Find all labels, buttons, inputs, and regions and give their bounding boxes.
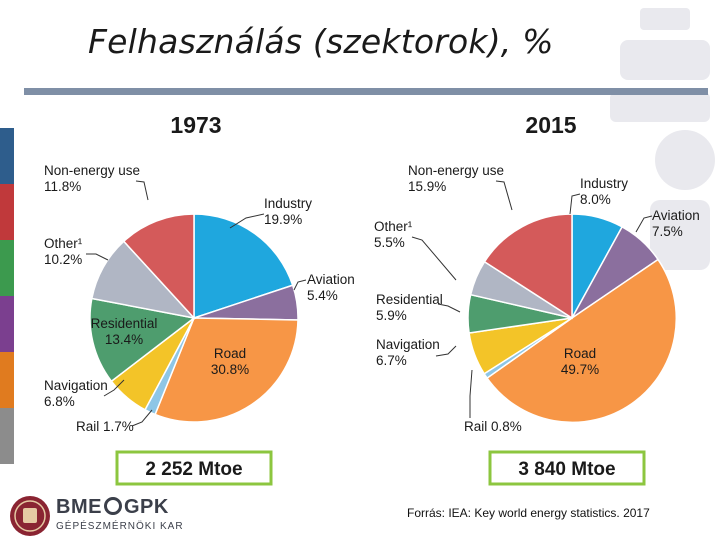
leader-line-aviation (635, 215, 653, 233)
pie-slice-residential (89, 297, 196, 383)
slice-label-non_energy: Non-energy use 11.8% (44, 163, 140, 194)
slice-value-navigation: 6.8% (44, 394, 75, 409)
slice-label-other: Other¹ 5.5% (374, 219, 413, 250)
pie-title-1: 2015 (525, 112, 576, 138)
leader-line-other (86, 253, 109, 261)
slice-value-residential: 13.4% (105, 332, 143, 347)
leader-line-industry (569, 193, 581, 215)
pie-chart-1: 2015 Industry 8.0% Aviation 7.5% Road 49.7% Rai… (374, 112, 700, 486)
slice-label-industry: Industry 8.0% (580, 176, 628, 207)
pie-chart-0: 1973 Industry 19.9% Aviation 5.4% Road 30.8% Ra… (44, 112, 355, 486)
source-note: Forrás: IEA: Key world energy statistics… (407, 506, 650, 520)
leader-line-navigation (435, 345, 457, 357)
leader-line-non_energy (135, 180, 149, 201)
title-rule (24, 88, 708, 95)
leader-line-aviation (293, 279, 307, 291)
slide-title: Felhasználás (szektorok), % (88, 22, 554, 61)
total-box-1 (488, 450, 646, 486)
leader-line-navigation (103, 379, 125, 397)
pie-title-0: 1973 (170, 112, 221, 138)
logo-wordmark: BME GPK (56, 496, 169, 518)
slice-value-industry: 19.9% (264, 212, 302, 227)
pie-slice-road (154, 317, 299, 423)
slice-value-road: 30.8% (211, 362, 249, 377)
leader-line-other (411, 236, 457, 281)
pie-charts: 1973 Industry 19.9% Aviation 5.4% Road 30.8% Ra… (44, 112, 700, 486)
watermark-crest (610, 8, 715, 270)
total-label-1: 3 840 Mtoe (518, 459, 615, 480)
pie-slice-non_energy (122, 213, 195, 320)
slice-label-road: Road 30.8% (211, 346, 249, 377)
leader-line-residential (437, 303, 461, 313)
slice-label-industry: Industry 19.9% (264, 196, 312, 227)
slice-label-navigation: Navigation 6.7% (376, 337, 440, 368)
total-label-0: 2 252 Mtoe (145, 459, 242, 480)
bme-gpk-logo: BME GPK GÉPÉSZMÉRNÖKI KAR (8, 494, 208, 538)
leader-line-non_energy (495, 180, 513, 211)
slice-value-non_energy: 11.8% (44, 179, 81, 194)
slice-value-other: 10.2% (44, 252, 82, 267)
slice-value-residential: 5.9% (376, 308, 407, 323)
slice-label-rail: Rail 1.7% (76, 419, 134, 434)
pie-slice-road (486, 258, 677, 424)
slice-label-rail: Rail 0.8% (464, 419, 522, 434)
slice-label-aviation: Aviation 5.4% (307, 272, 355, 303)
slice-value-other: 5.5% (374, 235, 405, 250)
slice-label-non_energy: Non-energy use 15.9% (408, 163, 504, 194)
slice-value-industry: 8.0% (580, 192, 611, 207)
total-box-0 (115, 450, 273, 486)
logo-subtitle: GÉPÉSZMÉRNÖKI KAR (56, 521, 184, 532)
slice-value-aviation: 7.5% (652, 224, 683, 239)
slice-label-aviation: Aviation 7.5% (652, 208, 700, 239)
university-seal-icon (10, 496, 50, 536)
slice-value-non_energy: 15.9% (408, 179, 446, 194)
slice-label-other: Other¹ 10.2% (44, 236, 83, 267)
slice-label-residential: Residential 13.4% (91, 316, 158, 347)
slice-label-road: Road 49.7% (561, 346, 599, 377)
leader-line-rail (131, 409, 153, 427)
slice-label-navigation: Navigation 6.8% (44, 378, 108, 409)
side-color-stripes (0, 128, 14, 464)
leader-line-industry (229, 213, 265, 229)
slice-label-residential: Residential 5.9% (376, 292, 443, 323)
leader-line-rail (469, 369, 473, 418)
pie-slice-industry (193, 213, 294, 320)
pie-slice-non_energy (483, 213, 573, 320)
slice-value-aviation: 5.4% (307, 288, 338, 303)
slice-value-road: 49.7% (561, 362, 599, 377)
slice-value-navigation: 6.7% (376, 353, 407, 368)
